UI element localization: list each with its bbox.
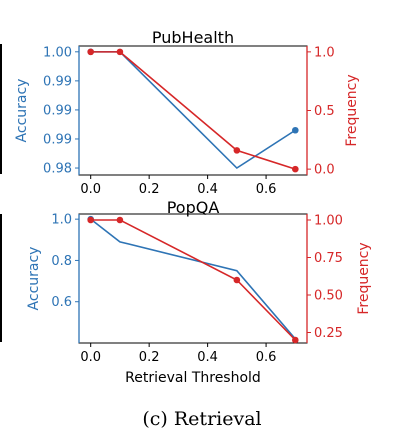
frequency-data-point bbox=[292, 336, 299, 344]
subplot-1: PubHealth 0.0 0.2 0.4 0.6 0.98 0.99 0.99 0.99 1.0… bbox=[14, 28, 360, 197]
frequency-data-point bbox=[116, 216, 124, 224]
x-tick-label: 0.2 bbox=[139, 350, 160, 365]
x-tick-label: 0.6 bbox=[256, 350, 277, 365]
x-axis-label: Retrieval Threshold bbox=[125, 370, 261, 386]
x-tick-label: 0.0 bbox=[80, 350, 101, 365]
y-tick-label: 0.99 bbox=[43, 132, 72, 147]
left-clipped-frame-bottom bbox=[0, 214, 2, 342]
accuracy-series-line bbox=[90, 51, 296, 170]
frequency-series-line bbox=[90, 51, 296, 170]
figure-caption: (c) Retrieval bbox=[142, 408, 262, 430]
frequency-data-point bbox=[87, 216, 94, 224]
frequency-data-point bbox=[116, 48, 124, 56]
frequency-data-point bbox=[233, 147, 241, 154]
y2-axis-label: Frequency bbox=[344, 74, 360, 146]
x-tick-label: 0.4 bbox=[197, 182, 218, 197]
y-axis-label: Accuracy bbox=[14, 79, 30, 143]
subplot-title: PopQA bbox=[167, 198, 220, 217]
y2-axis-label: Frequency bbox=[356, 242, 372, 314]
accuracy-data-point bbox=[292, 126, 299, 134]
y2-tick-label: 1.0 bbox=[314, 45, 335, 60]
frequency-data-point bbox=[87, 48, 94, 56]
y2-tick-label: 0.5 bbox=[314, 104, 335, 119]
left-clipped-frame-top bbox=[0, 44, 2, 174]
y-tick-label: 0.98 bbox=[43, 162, 72, 177]
subplot-title: PubHealth bbox=[152, 28, 234, 47]
x-tick-label: 0.2 bbox=[139, 182, 160, 197]
y-tick-label: 1.00 bbox=[43, 45, 72, 60]
frequency-series-line bbox=[90, 219, 296, 341]
y-tick-label: 0.8 bbox=[51, 254, 72, 269]
frequency-data-point bbox=[292, 165, 299, 173]
figure: PubHealth 0.0 0.2 0.4 0.6 0.98 0.99 0.99 0.99 1.0… bbox=[14, 28, 372, 386]
y-tick-label: 0.99 bbox=[43, 74, 72, 89]
y-axis-label: Accuracy bbox=[26, 247, 42, 311]
y2-tick-label: 0.50 bbox=[314, 289, 343, 304]
plot-frame bbox=[78, 213, 308, 344]
x-tick-label: 0.0 bbox=[80, 182, 101, 197]
y2-tick-label: 1.00 bbox=[314, 214, 343, 229]
subplot-2: PopQA 0.0 0.2 0.4 0.6 0.6 0.8 1.0 0.25 0.50 0.75 1.… bbox=[26, 198, 372, 386]
y2-tick-label: 0.0 bbox=[314, 163, 335, 178]
y-tick-label: 0.99 bbox=[43, 103, 72, 118]
x-tick-label: 0.4 bbox=[197, 350, 218, 365]
plot-frame bbox=[78, 45, 308, 176]
x-tick-label: 0.6 bbox=[256, 182, 277, 197]
y-tick-label: 1.0 bbox=[51, 213, 72, 228]
accuracy-series-line bbox=[90, 218, 296, 340]
frequency-data-point bbox=[233, 276, 241, 284]
y2-tick-label: 0.25 bbox=[314, 326, 343, 341]
y-tick-label: 0.6 bbox=[51, 295, 72, 310]
y2-tick-label: 0.75 bbox=[314, 251, 343, 266]
